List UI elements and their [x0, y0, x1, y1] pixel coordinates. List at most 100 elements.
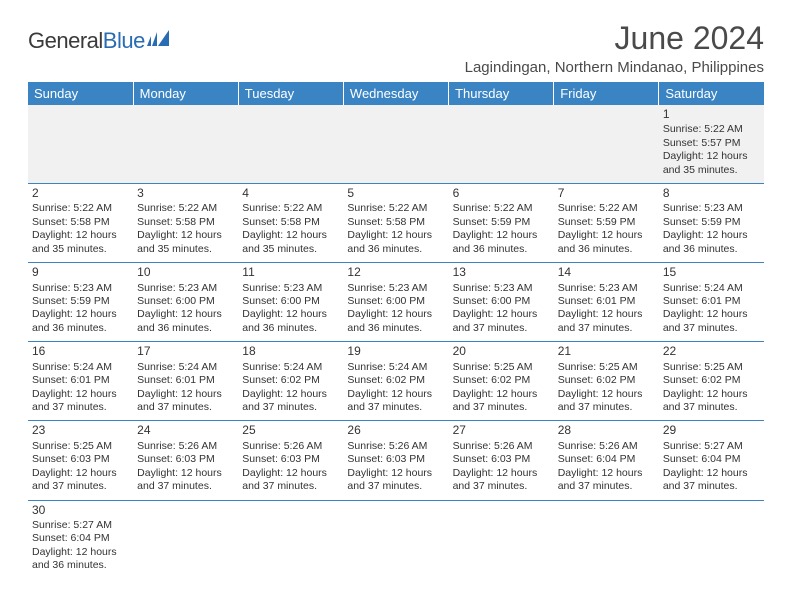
daylight-text: Daylight: 12 hours: [137, 388, 234, 401]
daylight-text: and 35 minutes.: [137, 243, 234, 256]
day-number: 24: [137, 423, 234, 438]
calendar-cell: 11 Sunrise: 5:23 AMSunset: 6:00 PMDayligh…: [238, 263, 343, 342]
sunrise-text: Sunrise: 5:23 AM: [558, 282, 655, 295]
calendar-cell: 23Sunrise: 5:25 AMSunset: 6:03 PMDayligh…: [28, 421, 133, 500]
daylight-text: Daylight: 12 hours: [242, 308, 339, 321]
logo-flag-icon: [147, 30, 173, 53]
daylight-text: Daylight: 12 hours: [663, 388, 760, 401]
sunrise-text: Sunrise: 5:22 AM: [242, 202, 339, 215]
calendar-cell: [28, 105, 133, 184]
daylight-text: Daylight: 12 hours: [347, 229, 444, 242]
day-header: Wednesday: [343, 82, 448, 105]
calendar-row: 2Sunrise: 5:22 AMSunset: 5:58 PMDaylight…: [28, 184, 764, 263]
sunrise-text: Sunrise: 5:23 AM: [663, 202, 760, 215]
daylight-text: Daylight: 12 hours: [137, 308, 234, 321]
day-number: 29: [663, 423, 760, 438]
day-number: 14: [558, 265, 655, 280]
calendar-cell: 4Sunrise: 5:22 AMSunset: 5:58 PMDaylight…: [238, 184, 343, 263]
sunset-text: Sunset: 6:03 PM: [453, 453, 550, 466]
calendar-cell: 18Sunrise: 5:24 AMSunset: 6:02 PMDayligh…: [238, 342, 343, 421]
sunrise-text: Sunrise: 5:22 AM: [663, 123, 760, 136]
day-number: 16: [32, 344, 129, 359]
header: GeneralBlue June 2024 Lagindingan, North…: [28, 20, 764, 76]
day-number: 25: [242, 423, 339, 438]
sunrise-text: Sunrise: 5:26 AM: [558, 440, 655, 453]
sunrise-text: Sunrise: 5:25 AM: [32, 440, 129, 453]
calendar-cell: 2Sunrise: 5:22 AMSunset: 5:58 PMDaylight…: [28, 184, 133, 263]
calendar-cell: 29Sunrise: 5:27 AMSunset: 6:04 PMDayligh…: [659, 421, 764, 500]
daylight-text: and 37 minutes.: [347, 401, 444, 414]
sunset-text: Sunset: 5:59 PM: [558, 216, 655, 229]
location: Lagindingan, Northern Mindanao, Philippi…: [465, 59, 764, 76]
daylight-text: and 36 minutes.: [558, 243, 655, 256]
daylight-text: and 37 minutes.: [663, 480, 760, 493]
sunrise-text: Sunrise: 5:23 AM: [453, 282, 550, 295]
daylight-text: Daylight: 12 hours: [32, 308, 129, 321]
day-number: 19: [347, 344, 444, 359]
daylight-text: and 36 minutes.: [347, 243, 444, 256]
day-header: Sunday: [28, 82, 133, 105]
daylight-text: Daylight: 12 hours: [453, 229, 550, 242]
day-number: 28: [558, 423, 655, 438]
sunset-text: Sunset: 6:02 PM: [663, 374, 760, 387]
day-number: 4: [242, 186, 339, 201]
calendar-cell: [554, 105, 659, 184]
daylight-text: Daylight: 12 hours: [137, 229, 234, 242]
daylight-text: Daylight: 12 hours: [137, 467, 234, 480]
calendar-table: Sunday Monday Tuesday Wednesday Thursday…: [28, 82, 764, 579]
logo: GeneralBlue: [28, 20, 173, 54]
calendar-cell: [133, 105, 238, 184]
daylight-text: Daylight: 12 hours: [32, 467, 129, 480]
day-number: 5: [347, 186, 444, 201]
daylight-text: Daylight: 12 hours: [347, 308, 444, 321]
sunset-text: Sunset: 6:00 PM: [242, 295, 339, 308]
day-number: 1: [663, 107, 760, 122]
sunset-text: Sunset: 5:58 PM: [242, 216, 339, 229]
logo-text-1: General: [28, 28, 103, 54]
calendar-cell: [449, 500, 554, 579]
calendar-cell: 24Sunrise: 5:26 AMSunset: 6:03 PMDayligh…: [133, 421, 238, 500]
day-number: 11: [242, 265, 339, 280]
day-number: 13: [453, 265, 550, 280]
calendar-row: 9Sunrise: 5:23 AMSunset: 5:59 PMDaylight…: [28, 263, 764, 342]
sunrise-text: Sunrise: 5:23 AM: [137, 282, 234, 295]
day-number: 26: [347, 423, 444, 438]
sunset-text: Sunset: 6:03 PM: [137, 453, 234, 466]
daylight-text: Daylight: 12 hours: [242, 388, 339, 401]
daylight-text: Daylight: 12 hours: [32, 388, 129, 401]
sunrise-text: Sunrise: 5:23 AM: [242, 282, 339, 295]
daylight-text: and 37 minutes.: [137, 480, 234, 493]
daylight-text: Daylight: 12 hours: [347, 467, 444, 480]
calendar-row: 1Sunrise: 5:22 AMSunset: 5:57 PMDaylight…: [28, 105, 764, 184]
sunrise-text: Sunrise: 5:22 AM: [558, 202, 655, 215]
sunset-text: Sunset: 6:01 PM: [32, 374, 129, 387]
sunrise-text: Sunrise: 5:22 AM: [32, 202, 129, 215]
day-header: Saturday: [659, 82, 764, 105]
sunset-text: Sunset: 6:02 PM: [558, 374, 655, 387]
day-number: 12: [347, 265, 444, 280]
sunset-text: Sunset: 5:58 PM: [137, 216, 234, 229]
day-number: 22: [663, 344, 760, 359]
day-number: 6: [453, 186, 550, 201]
calendar-row: 23Sunrise: 5:25 AMSunset: 6:03 PMDayligh…: [28, 421, 764, 500]
daylight-text: Daylight: 12 hours: [663, 150, 760, 163]
day-number: 18: [242, 344, 339, 359]
calendar-cell: [449, 105, 554, 184]
sunset-text: Sunset: 6:01 PM: [663, 295, 760, 308]
sunset-text: Sunset: 5:59 PM: [32, 295, 129, 308]
day-number: 23: [32, 423, 129, 438]
sunset-text: Sunset: 5:59 PM: [453, 216, 550, 229]
calendar-cell: 15Sunrise: 5:24 AMSunset: 6:01 PMDayligh…: [659, 263, 764, 342]
daylight-text: and 35 minutes.: [242, 243, 339, 256]
calendar-cell: 16Sunrise: 5:24 AMSunset: 6:01 PMDayligh…: [28, 342, 133, 421]
daylight-text: and 37 minutes.: [242, 401, 339, 414]
daylight-text: and 37 minutes.: [558, 401, 655, 414]
calendar-cell: 20Sunrise: 5:25 AMSunset: 6:02 PMDayligh…: [449, 342, 554, 421]
sunrise-text: Sunrise: 5:24 AM: [137, 361, 234, 374]
day-header: Tuesday: [238, 82, 343, 105]
daylight-text: and 36 minutes.: [137, 322, 234, 335]
day-header: Monday: [133, 82, 238, 105]
calendar-cell: 12Sunrise: 5:23 AMSunset: 6:00 PMDayligh…: [343, 263, 448, 342]
daylight-text: Daylight: 12 hours: [663, 308, 760, 321]
daylight-text: Daylight: 12 hours: [453, 308, 550, 321]
